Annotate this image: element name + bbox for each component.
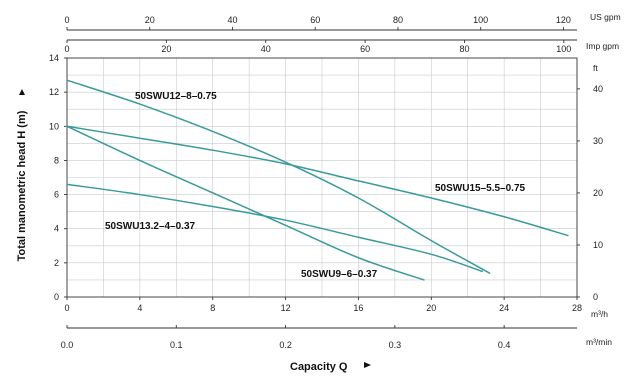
imp-gpm-tick-label: 60 <box>360 44 370 54</box>
imp-gpm-tick-label: 0 <box>64 44 69 54</box>
us-gpm-tick-label: 60 <box>310 15 320 25</box>
us-gpm-tick-label: 20 <box>145 15 155 25</box>
m3min-tick-label: 0.4 <box>498 340 511 350</box>
unit-us-gpm: US gpm <box>590 12 621 22</box>
x-tick-label: 4 <box>137 303 142 313</box>
series-label-50swu9: 50SWU9–6–0.37 <box>301 269 378 280</box>
y-tick-label: 4 <box>54 224 59 234</box>
m3min-tick-label: 0.3 <box>389 340 402 350</box>
ft-tick-label: 20 <box>593 188 603 198</box>
us-gpm-tick-label: 100 <box>473 15 488 25</box>
y-tick-label: 2 <box>54 258 59 268</box>
imp-gpm-tick-label: 100 <box>556 44 571 54</box>
y-axis-label: Total manometric head H (m) <box>16 110 28 261</box>
curves <box>66 79 569 281</box>
y-axis-arrow-icon <box>19 89 25 95</box>
imp-gpm-tick-label: 80 <box>459 44 469 54</box>
y-tick-label: 8 <box>54 155 59 165</box>
series-curve-4 <box>66 125 425 281</box>
x-tick-label: 16 <box>353 303 363 313</box>
us-gpm-tick-label: 40 <box>227 15 237 25</box>
unit-ft: ft <box>593 63 598 73</box>
x-tick-label: 20 <box>426 303 436 313</box>
series-label-50swu15: 50SWU15–5.5–0.75 <box>435 183 526 194</box>
series-curve-1 <box>66 79 491 274</box>
y-tick-label: 12 <box>49 87 59 97</box>
series-label-50swu12: 50SWU12–8–0.75 <box>135 91 217 102</box>
plot-border <box>66 57 578 298</box>
x-tick-label: 12 <box>281 303 291 313</box>
x-tick-label: 8 <box>210 303 215 313</box>
us-gpm-tick-label: 0 <box>64 15 69 25</box>
us-gpm-tick-label: 80 <box>393 15 403 25</box>
unit-imp-gpm: Imp gpm <box>586 41 619 51</box>
y-tick-label: 14 <box>49 53 59 63</box>
x-axis-arrow-icon <box>364 362 371 368</box>
x-axis-label: Capacity Q <box>290 361 348 373</box>
series-label-50swu13: 50SWU13.2–4–0.37 <box>105 221 196 232</box>
grid <box>67 58 577 297</box>
y-tick-label: 6 <box>54 190 59 200</box>
imp-gpm-tick-label: 20 <box>161 44 171 54</box>
unit-m3h: m³/h <box>591 309 608 319</box>
ft-tick-label: 30 <box>593 136 603 146</box>
x-tick-label: 24 <box>499 303 509 313</box>
unit-m3min: m³/min <box>586 337 612 347</box>
y-tick-label: 0 <box>54 292 59 302</box>
imp-gpm-tick-label: 40 <box>261 44 271 54</box>
x-tick-label: 0 <box>64 303 69 313</box>
y-tick-label: 10 <box>49 121 59 131</box>
series-curve-3 <box>66 183 484 273</box>
x-tick-label: 28 <box>572 303 582 313</box>
ft-tick-label: 0 <box>593 292 598 302</box>
us-gpm-tick-label: 120 <box>556 15 571 25</box>
m3min-tick-label: 0.0 <box>61 340 74 350</box>
plot-frame <box>64 27 580 329</box>
series-curve-2 <box>66 125 569 237</box>
m3min-tick-label: 0.2 <box>279 340 292 350</box>
ft-tick-label: 10 <box>593 240 603 250</box>
ft-tick-label: 40 <box>593 84 603 94</box>
m3min-tick-label: 0.1 <box>170 340 183 350</box>
